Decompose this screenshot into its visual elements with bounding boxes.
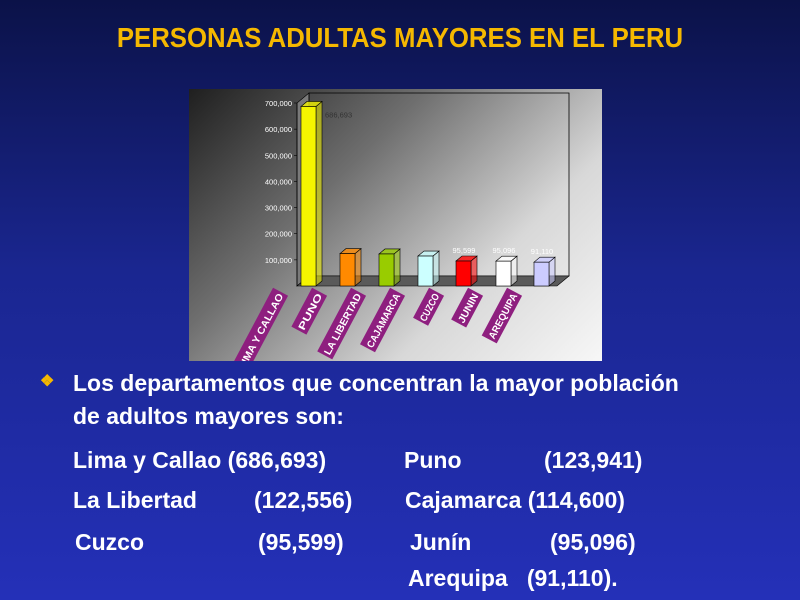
row3-cuzco: Cuzco	[75, 529, 144, 555]
bar	[533, 261, 550, 287]
y-tick-label: 700,000	[265, 99, 292, 108]
bar-chart: 100,000 200,000 300,000 400,000 500,000 600,0…	[189, 89, 602, 361]
bar	[339, 253, 356, 287]
data-label: 95,096	[493, 246, 516, 255]
bar	[300, 106, 317, 287]
row3-junin: Junín	[410, 529, 472, 555]
row2-cajamarca: Cajamarca (114,600)	[405, 487, 625, 513]
row4-arequipa: Arequipa (91,110).	[408, 565, 618, 591]
x-tick-label: AREQUIPA	[481, 287, 523, 344]
row1-lima: Lima y Callao (686,693)	[73, 447, 327, 473]
diamond-bullet-icon: ❖	[40, 373, 55, 390]
x-tick-label-box	[231, 287, 289, 361]
row3-junin-value: (95,096)	[550, 529, 636, 555]
y-tick-label: 100,000	[265, 256, 292, 265]
bar-side	[393, 248, 401, 287]
data-label: 95,599	[453, 246, 476, 255]
data-label: 91,110	[531, 247, 553, 256]
bar	[417, 255, 434, 287]
bullet-text-line-1: Los departamentos que concentran la mayo…	[73, 370, 679, 396]
x-tick-label: CAJAMARCA	[360, 287, 406, 353]
x-tick-label-box	[291, 287, 328, 335]
row1-puno: Puno	[404, 447, 462, 473]
row2-libertad-value: (122,556)	[254, 487, 353, 513]
bar-side	[354, 247, 362, 287]
x-tick-label-text: LIMA Y CALLAO	[237, 292, 286, 361]
y-tick-label: 400,000	[265, 177, 292, 186]
x-tick-label-box	[360, 287, 406, 353]
x-tick-label-box	[317, 287, 367, 360]
y-tick-label: 600,000	[265, 125, 292, 134]
x-tick-label-box	[451, 287, 484, 328]
y-tick-label: 500,000	[265, 151, 292, 160]
bar	[495, 260, 512, 287]
x-tick-label: LIMA Y CALLAO	[231, 287, 289, 361]
bar-side	[432, 250, 440, 287]
bar-chart-svg: 100,000 200,000 300,000 400,000 500,000 600,0…	[231, 92, 570, 361]
bar-side	[315, 100, 323, 287]
row2-libertad: La Libertad	[73, 487, 197, 513]
bar	[455, 260, 472, 287]
x-tick-label: JUNIN	[451, 287, 484, 328]
x-tick-label-box	[413, 287, 445, 326]
bar	[378, 253, 395, 287]
bullet-text-line-2: de adultos mayores son:	[73, 403, 344, 429]
x-tick-label: CUZCO	[413, 287, 445, 326]
row1-puno-value: (123,941)	[544, 447, 643, 473]
y-tick-label: 300,000	[265, 204, 292, 213]
x-tick-label: PUNO	[291, 287, 328, 335]
x-tick-label-text: LA LIBERTAD	[323, 292, 365, 357]
row3-cuzco-value: (95,599)	[258, 529, 344, 555]
x-tick-label-box	[481, 287, 523, 344]
y-tick-label: 200,000	[265, 230, 292, 239]
data-label: 686,693	[325, 110, 352, 119]
page-title: PERSONAS ADULTAS MAYORES EN EL PERU	[116, 22, 684, 53]
